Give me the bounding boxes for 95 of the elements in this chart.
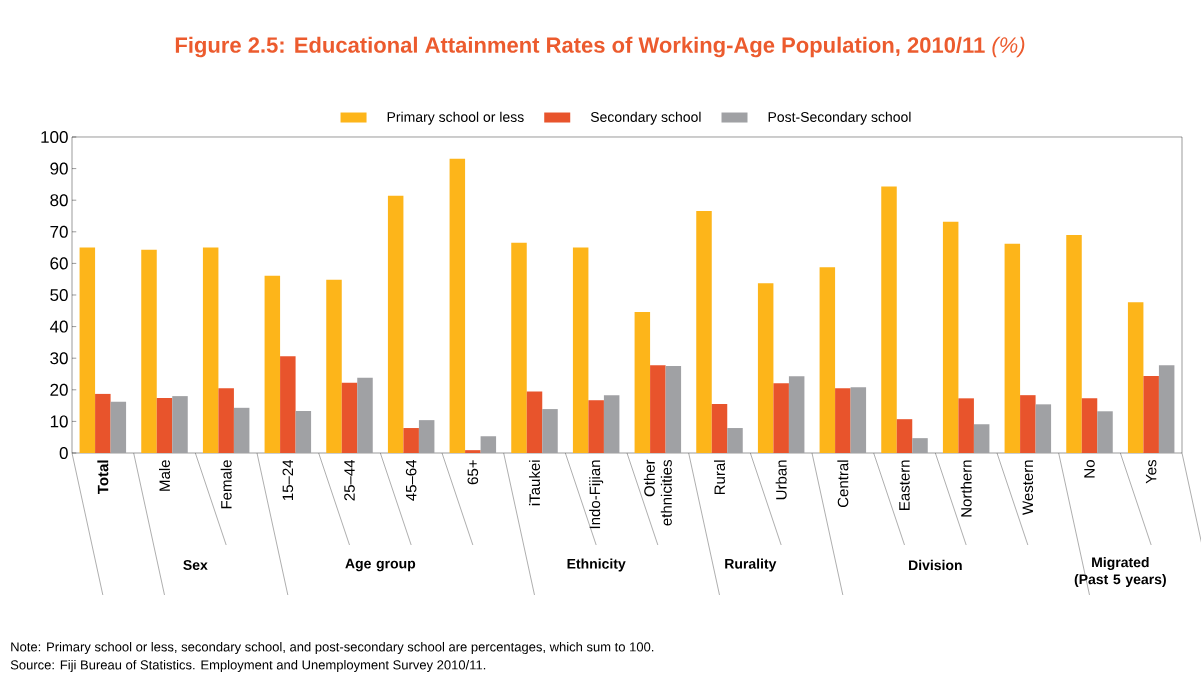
y-tick-label: 70 xyxy=(50,225,68,238)
bar xyxy=(387,195,404,453)
x-tick-label: 25–44 xyxy=(344,459,355,501)
bar xyxy=(819,267,836,453)
x-tick-label: No xyxy=(1084,460,1095,478)
x-tick-label: Eastern xyxy=(899,460,910,510)
legend-label: Secondary school xyxy=(590,111,701,125)
bar xyxy=(788,376,805,453)
y-tick-label: 60 xyxy=(50,257,68,270)
bar xyxy=(835,388,851,453)
legend-label: Post-Secondary school xyxy=(768,111,911,125)
x-tick-label: Indo-Fijian xyxy=(589,460,604,529)
text: Note: Primary school or less, secondary school, and post-secondary school are percentages, which sum to 100. xyxy=(11,641,654,655)
text: Rurality xyxy=(725,558,777,572)
bar xyxy=(881,186,897,453)
text: Ethnicity xyxy=(567,558,626,572)
bar xyxy=(218,388,234,453)
x-tick-label: Northern xyxy=(960,460,972,517)
y-tick-label: 80 xyxy=(50,194,68,207)
y-tick-label: 10 xyxy=(50,415,68,428)
bar xyxy=(1158,365,1175,453)
bar xyxy=(1097,411,1113,453)
bar xyxy=(1004,243,1021,453)
x-tick-label: Total xyxy=(97,460,109,494)
bar xyxy=(1143,375,1159,453)
bar xyxy=(650,365,666,453)
y-tick-label: 100 xyxy=(41,130,68,144)
bar xyxy=(326,279,342,453)
y-tick-label: 50 xyxy=(50,288,68,302)
bar xyxy=(449,158,466,453)
bar xyxy=(1035,404,1052,453)
chart-title: Figure 2.5: Educational Attainment Rates of Working-Age Population, 2010/11 (%) xyxy=(175,36,1025,58)
x-tick-label: Urban xyxy=(775,460,787,500)
bar xyxy=(110,401,127,453)
bar xyxy=(696,210,712,453)
bar xyxy=(603,395,620,453)
text: Migrated (Past 5 years) xyxy=(1074,556,1166,588)
bar xyxy=(542,409,558,453)
bar xyxy=(480,436,497,453)
bar xyxy=(202,247,219,453)
bar xyxy=(727,428,743,453)
bar xyxy=(1127,302,1144,453)
y-tick-label: 0 xyxy=(59,446,68,460)
bar xyxy=(79,247,96,453)
x-tick-label: Rural xyxy=(713,460,725,495)
bar xyxy=(341,382,358,453)
bar xyxy=(634,312,651,453)
x-tick-label: iTaukei xyxy=(528,460,540,506)
bar xyxy=(95,393,111,453)
y-tick-label: 30 xyxy=(50,352,68,365)
bar xyxy=(1081,398,1098,453)
text: Division xyxy=(909,559,962,571)
y-tick-label: 90 xyxy=(50,162,68,175)
x-tick-label: 45–64 xyxy=(405,459,417,501)
bar xyxy=(757,283,774,453)
x-tick-label: Central xyxy=(837,460,849,508)
bar xyxy=(850,387,867,453)
bar xyxy=(942,221,959,453)
x-tick-label: Female xyxy=(220,460,232,509)
bar xyxy=(403,428,419,453)
x-tick-label: 65+ xyxy=(467,460,479,485)
x-tick-label: Yes xyxy=(1145,459,1157,484)
bar xyxy=(418,420,435,453)
source-note: Source: Fiji Bureau of Statistics. Employment and Unemployment Survey 2010/11. xyxy=(10,659,486,673)
x-tick-label: Western xyxy=(1022,460,1034,515)
bar xyxy=(526,391,543,453)
bar xyxy=(233,407,250,453)
bar xyxy=(172,396,188,453)
bar xyxy=(280,356,296,453)
y-tick-label: 20 xyxy=(50,383,68,396)
bar xyxy=(1066,234,1082,453)
bar xyxy=(588,400,604,453)
bar xyxy=(511,242,527,453)
bar xyxy=(912,438,928,453)
bar xyxy=(141,249,157,453)
bar xyxy=(295,410,312,453)
text: Sex xyxy=(183,560,208,570)
bar xyxy=(264,275,281,453)
bar xyxy=(958,398,974,453)
bar xyxy=(773,383,789,453)
bar xyxy=(1020,395,1036,453)
text: Age group xyxy=(345,558,416,572)
bar xyxy=(465,450,481,453)
bar xyxy=(711,404,728,453)
bar xyxy=(973,424,990,453)
y-tick-label: 40 xyxy=(49,320,68,333)
bar xyxy=(156,398,173,453)
legend-label: Primary school or less xyxy=(387,111,524,125)
x-tick-label: Other ethnicities xyxy=(643,459,672,526)
bar xyxy=(357,377,373,453)
bar xyxy=(896,419,913,453)
x-tick-label: 15–24 xyxy=(282,459,294,501)
x-tick-label: Male xyxy=(158,460,170,491)
bar xyxy=(665,366,682,453)
bar xyxy=(572,247,589,453)
